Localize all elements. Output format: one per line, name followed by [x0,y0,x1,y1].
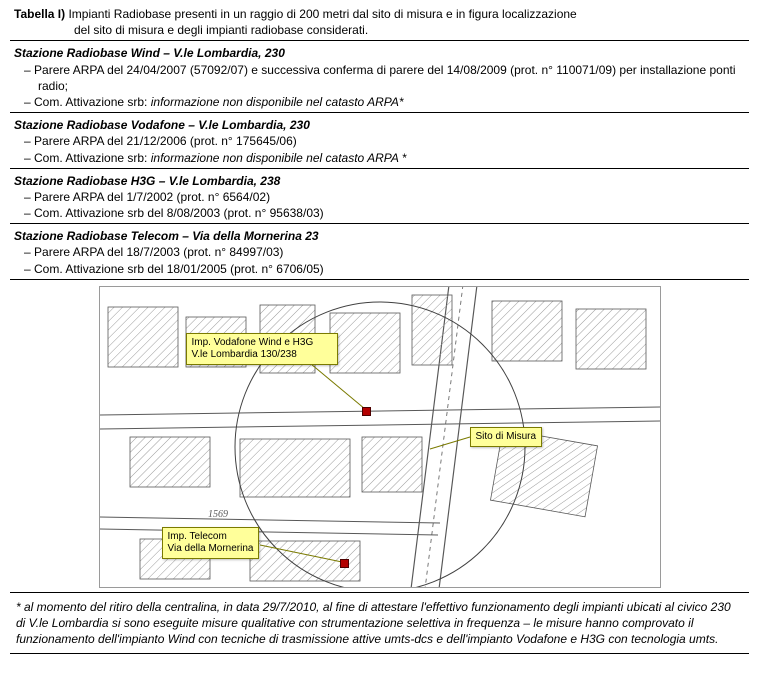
station-heading: Stazione Radiobase H3G – V.le Lombardia,… [10,171,749,189]
item-text: Parere ARPA del 1/7/2002 (prot. n° 6564/… [34,190,270,204]
station-item: Com. Attivazione srb del 8/08/2003 (prot… [10,205,749,221]
divider [10,168,749,169]
item-text: Parere ARPA del 21/12/2006 (prot. n° 175… [34,134,297,148]
title-text-1: Impianti Radiobase presenti in un raggio… [65,7,577,21]
divider [10,592,749,593]
callout-top: Imp. Vodafone Wind e H3G V.le Lombardia … [186,333,338,365]
map-figure: 1569 Imp. Vodafone Wind e H3G V.le Lomba… [99,286,661,588]
station-items: Parere ARPA del 24/04/2007 (57092/07) e … [10,62,749,111]
station-item: Parere ARPA del 18/7/2003 (prot. n° 8499… [10,244,749,260]
station-item: Parere ARPA del 24/04/2007 (57092/07) e … [10,62,749,94]
item-text: Com. Attivazione srb del 18/01/2005 (pro… [34,262,324,276]
divider [10,279,749,280]
marker-top [362,407,371,416]
callout-bot-line2: Via della Mornerina [168,543,254,555]
callout-bot-line1: Imp. Telecom [168,531,254,543]
item-text-italic: informazione non disponibile nel catasto… [151,95,404,109]
item-text: Com. Attivazione srb: [34,151,151,165]
callout-top-line1: Imp. Vodafone Wind e H3G [192,337,332,349]
callout-top-line2: V.le Lombardia 130/238 [192,349,332,361]
marker-bottom [340,559,349,568]
title-lead: Tabella I) [14,7,65,21]
item-text: Com. Attivazione srb: [34,95,151,109]
divider [10,112,749,113]
footnote: * al momento del ritiro della centralina… [10,595,749,652]
table-title: Tabella I) Impianti Radiobase presenti i… [10,6,749,22]
title-text-2: del sito di misura e degli impianti radi… [10,22,749,38]
item-text: Parere ARPA del 18/7/2003 (prot. n° 8499… [34,245,283,259]
station-items: Parere ARPA del 1/7/2002 (prot. n° 6564/… [10,189,749,221]
station-heading: Stazione Radiobase Telecom – Via della M… [10,226,749,244]
divider [10,40,749,41]
callout-mid: Sito di Misura [470,427,543,447]
road-label: 1569 [208,509,228,520]
callout-bottom: Imp. Telecom Via della Mornerina [162,527,260,559]
station-heading: Stazione Radiobase Vodafone – V.le Lomba… [10,115,749,133]
station-item: Parere ARPA del 1/7/2002 (prot. n° 6564/… [10,189,749,205]
station-items: Parere ARPA del 21/12/2006 (prot. n° 175… [10,133,749,165]
item-text: Parere ARPA del 24/04/2007 (57092/07) e … [34,63,735,93]
station-item: Com. Attivazione srb del 18/01/2005 (pro… [10,261,749,277]
station-item: Parere ARPA del 21/12/2006 (prot. n° 175… [10,133,749,149]
station-heading: Stazione Radiobase Wind – V.le Lombardia… [10,43,749,61]
divider [10,653,749,654]
item-text-italic: informazione non disponibile nel catasto… [151,151,407,165]
station-item: Com. Attivazione srb: informazione non d… [10,150,749,166]
station-items: Parere ARPA del 18/7/2003 (prot. n° 8499… [10,244,749,276]
station-item: Com. Attivazione srb: informazione non d… [10,94,749,110]
divider [10,223,749,224]
item-text: Com. Attivazione srb del 8/08/2003 (prot… [34,206,324,220]
